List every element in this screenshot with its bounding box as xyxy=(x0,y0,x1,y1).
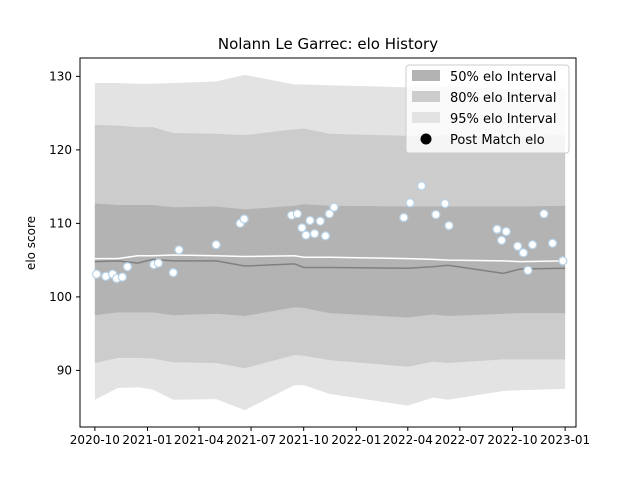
legend-label: 95% elo Interval xyxy=(450,112,557,127)
x-tick-label: 2022-07 xyxy=(435,433,485,447)
x-tick-label: 2021-10 xyxy=(279,433,329,447)
post-match-elo-point xyxy=(292,209,302,219)
median-elo-line xyxy=(94,258,566,275)
y-tick-label: 110 xyxy=(49,216,72,230)
post-match-elo-point xyxy=(501,226,511,237)
post-match-elo-point xyxy=(523,265,533,276)
post-match-elo-point xyxy=(168,268,178,278)
post-match-elo-point xyxy=(320,231,331,241)
post-match-elo-point xyxy=(91,269,102,279)
legend-label: Post Match elo xyxy=(450,133,545,148)
post-match-elo-point xyxy=(301,230,311,240)
axes: 2020-10 2021-01 2021-04 2021-07 2021-10 2022-… xyxy=(49,57,590,447)
post-match-elo-point xyxy=(527,240,538,250)
band-50-interval xyxy=(94,203,566,318)
x-tick-label: 2022-01 xyxy=(331,433,381,447)
post-match-elo-point xyxy=(122,262,133,272)
post-match-elo-point xyxy=(153,258,163,268)
y-tick-label: 130 xyxy=(49,69,72,83)
post-match-elo-point xyxy=(329,202,339,212)
post-match-elo-point xyxy=(440,198,450,209)
post-match-elo-point xyxy=(547,238,558,248)
post-match-elo-point xyxy=(399,212,409,223)
legend-label: 80% elo Interval xyxy=(450,91,557,106)
legend-box xyxy=(405,64,570,154)
chart-title: Nolann Le Garrec: elo History xyxy=(218,35,438,53)
legend: 50% elo Interval 80% elo Interval 95% elo … xyxy=(405,64,570,154)
post-match-elo-point xyxy=(492,224,502,234)
y-tick-label: 120 xyxy=(49,143,72,157)
x-tick-label: 2023-01 xyxy=(540,433,590,447)
post-match-elo-point xyxy=(558,256,568,266)
x-tick-label: 2022-04 xyxy=(383,433,433,447)
post-match-elo-point xyxy=(239,214,249,224)
post-match-elo-point xyxy=(315,216,325,226)
post-match-elo-point xyxy=(513,241,523,251)
legend-label: 50% elo Interval xyxy=(450,70,557,85)
legend-marker xyxy=(420,133,432,145)
post-match-elo-point xyxy=(416,181,427,191)
legend-swatch xyxy=(412,112,440,123)
x-tick-label: 2022-10 xyxy=(487,433,537,447)
legend-swatch xyxy=(412,70,440,81)
post-match-elo-point xyxy=(174,245,184,255)
post-match-elo-point xyxy=(518,248,528,258)
post-match-elo-point xyxy=(431,209,441,220)
post-match-elo-point xyxy=(305,215,315,226)
x-tick-label: 2020-10 xyxy=(70,433,120,447)
post-match-elo-point xyxy=(117,272,127,282)
x-tick-label: 2021-01 xyxy=(122,433,172,447)
axes-frame xyxy=(79,57,577,428)
mean-elo-line xyxy=(94,254,566,263)
post-match-elo-point xyxy=(324,209,335,219)
y-tick-label: 100 xyxy=(49,290,72,304)
post-match-elo-point xyxy=(405,198,415,208)
post-match-elo-point xyxy=(444,220,454,231)
y-axis-label: elo score xyxy=(24,216,38,270)
post-match-elo-point xyxy=(211,240,221,250)
post-match-elo-point xyxy=(539,209,549,219)
x-tick-label: 2021-07 xyxy=(226,433,276,447)
y-tick-label: 90 xyxy=(57,363,72,377)
post-match-elo-point xyxy=(497,235,507,245)
post-match-elo-point xyxy=(309,229,320,239)
post-match-elo-point xyxy=(297,223,307,233)
legend-swatch xyxy=(412,91,440,102)
x-tick-label: 2021-04 xyxy=(174,433,224,447)
